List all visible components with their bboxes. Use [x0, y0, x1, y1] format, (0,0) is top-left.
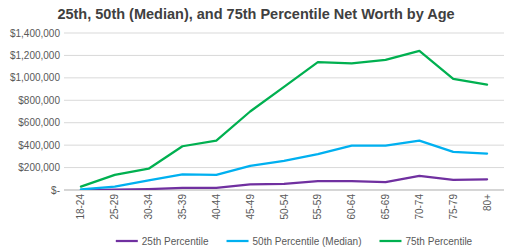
x-tick-label: 70-74 — [414, 194, 425, 220]
plot-area — [81, 51, 487, 190]
y-tick-label: $400,000 — [18, 140, 60, 151]
series-line — [81, 51, 487, 187]
grid-line — [64, 122, 504, 123]
y-tick-label: $- — [51, 185, 60, 196]
series-line — [81, 141, 487, 190]
x-tick-label: 18-24 — [75, 194, 86, 220]
x-tick-label: 80+ — [482, 194, 493, 211]
grid-line — [64, 167, 504, 168]
x-tick-label: 45-49 — [245, 194, 256, 220]
legend-label: 75th Percentile — [405, 236, 472, 247]
x-tick-label: 40-44 — [211, 194, 222, 220]
y-tick-label: $1,000,000 — [10, 72, 60, 83]
legend-swatch — [227, 240, 249, 242]
y-tick-label: $200,000 — [18, 162, 60, 173]
legend-label: 50th Percentile (Median) — [253, 236, 362, 247]
grid-line — [64, 33, 504, 34]
title: 25th, 50th (Median), and 75th Percentile… — [57, 6, 454, 22]
x-tick-label: 35-39 — [177, 194, 188, 220]
chart-container: 25th, 50th (Median), and 75th Percentile… — [0, 0, 512, 249]
legend-swatch — [379, 240, 401, 242]
series-line — [81, 176, 487, 190]
legend-swatch — [116, 240, 138, 242]
grid-line — [64, 77, 504, 78]
y-tick-label: $600,000 — [18, 117, 60, 128]
grid-line — [64, 100, 504, 101]
chart-svg: 25th, 50th (Median), and 75th Percentile… — [0, 0, 512, 249]
x-tick-label: 25-29 — [109, 194, 120, 220]
x-tick-label: 50-54 — [279, 194, 290, 220]
x-tick-label: 55-59 — [312, 194, 323, 220]
x-tick-label: 65-69 — [380, 194, 391, 220]
x-tick-label: 30-34 — [143, 194, 154, 220]
y-tick-label: $1,400,000 — [10, 28, 60, 39]
x-tick-label: 60-64 — [346, 194, 357, 220]
x-tick-label: 75-79 — [448, 194, 459, 220]
legend-label: 25th Percentile — [142, 236, 209, 247]
legend: 25th Percentile 50th Percentile (Median) 7… — [116, 236, 473, 247]
y-tick-label: $800,000 — [18, 95, 60, 106]
background — [0, 0, 512, 249]
y-tick-label: $1,200,000 — [10, 50, 60, 61]
grid-line — [64, 145, 504, 146]
grid-line — [64, 55, 504, 56]
